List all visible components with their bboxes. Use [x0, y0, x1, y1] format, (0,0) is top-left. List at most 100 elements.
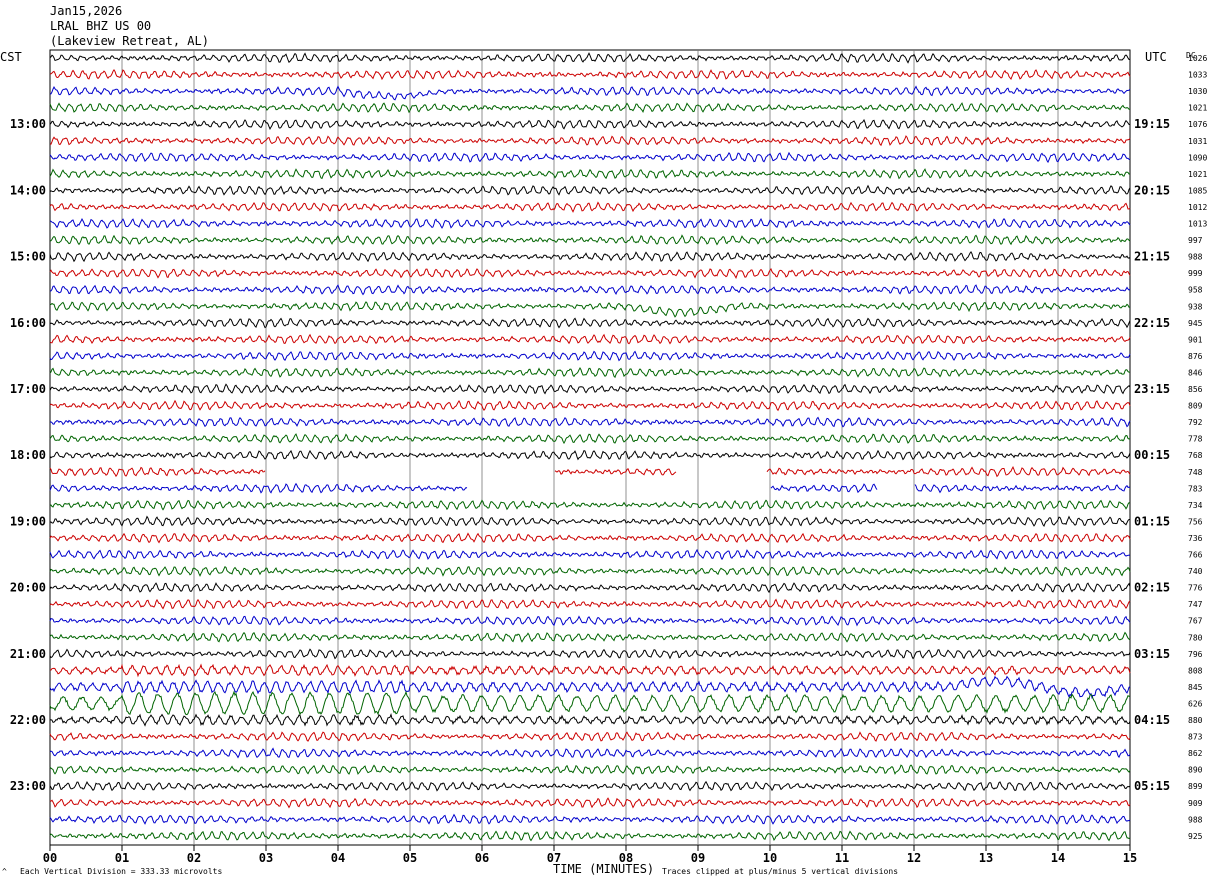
- trace-line: [49, 548, 1131, 561]
- dc-offset-label: 1013: [1188, 220, 1207, 229]
- utc-hour-label: 02:15: [1134, 581, 1170, 595]
- dc-offset-label: 988: [1188, 815, 1203, 824]
- dc-offset-label: 776: [1188, 584, 1203, 593]
- utc-hour-label: 00:15: [1134, 448, 1170, 462]
- trace-line: [49, 301, 1131, 318]
- dc-offset-label: 1021: [1188, 104, 1207, 113]
- dc-offset-label: 767: [1188, 617, 1203, 626]
- dc-offset-label: 808: [1188, 666, 1203, 675]
- cst-hour-label: 19:00: [10, 514, 46, 528]
- cst-hour-label: 14:00: [10, 183, 46, 197]
- trace-line: [49, 333, 1131, 345]
- dc-offset-label: 748: [1188, 468, 1203, 477]
- dc-offset-label: 1030: [1188, 87, 1207, 96]
- trace-line: [49, 250, 1131, 263]
- dc-offset-label: 988: [1188, 253, 1203, 262]
- cst-hour-label: 18:00: [10, 448, 46, 462]
- trace-line: [49, 712, 1131, 727]
- trace-line: [49, 217, 1131, 229]
- dc-offset-label: 740: [1188, 567, 1203, 576]
- utc-hour-label: 01:15: [1134, 514, 1170, 528]
- trace-line: [49, 582, 1131, 594]
- trace-line: [49, 532, 1131, 544]
- dc-offset-label: 958: [1188, 286, 1203, 295]
- dc-offset-label: 780: [1188, 633, 1203, 642]
- dc-offset-label: 1033: [1188, 71, 1207, 80]
- trace-line: [49, 118, 1131, 131]
- dc-offset-label: 845: [1188, 683, 1203, 692]
- x-tick-label: 06: [475, 851, 489, 865]
- dc-offset-label: 925: [1188, 832, 1203, 841]
- trace-line: [49, 184, 1131, 196]
- dc-offset-label: 876: [1188, 352, 1203, 361]
- x-tick-label: 02: [187, 851, 201, 865]
- trace-line: [49, 515, 1130, 527]
- corner-mark: ^: [2, 867, 7, 876]
- x-tick-label: 14: [1051, 851, 1065, 865]
- dc-offset-label: 899: [1188, 782, 1203, 791]
- dc-offset-label: 1026: [1188, 54, 1207, 63]
- dc-offset-label: 778: [1188, 435, 1203, 444]
- dc-offset-label: 1076: [1188, 120, 1207, 129]
- cst-hour-label: 17:00: [10, 382, 46, 396]
- x-tick-label: 07: [547, 851, 561, 865]
- trace-line: [49, 482, 1131, 494]
- dc-offset-label: 1012: [1188, 203, 1207, 212]
- trace-line: [49, 690, 1131, 716]
- dc-offset-label: 856: [1188, 385, 1203, 394]
- dc-offset-label: 1021: [1188, 170, 1207, 179]
- trace-line: [49, 797, 1131, 809]
- trace-line: [49, 366, 1131, 379]
- trace-line: [49, 648, 1131, 660]
- dc-offset-label: 880: [1188, 716, 1203, 725]
- cst-hour-label: 22:00: [10, 713, 46, 727]
- trace-line: [49, 135, 1131, 147]
- dc-offset-label: 626: [1188, 699, 1203, 708]
- x-tick-label: 15: [1123, 851, 1137, 865]
- trace-line: [49, 234, 1131, 246]
- dc-offset-label: 796: [1188, 650, 1203, 659]
- date-label: Jan15,2026: [50, 4, 123, 18]
- dc-offset-label: 792: [1188, 418, 1203, 427]
- trace-line: [49, 52, 1131, 64]
- trace-line: [49, 830, 1131, 842]
- x-tick-label: 12: [907, 851, 921, 865]
- trace-line: [49, 416, 1131, 428]
- trace-line: [49, 201, 1131, 213]
- dc-offset-label: 862: [1188, 749, 1203, 758]
- trace-line: [49, 383, 1131, 395]
- dc-offset-label: 766: [1188, 551, 1203, 560]
- x-tick-label: 09: [691, 851, 705, 865]
- x-tick-label: 08: [619, 851, 633, 865]
- dc-offset-label: 873: [1188, 733, 1203, 742]
- x-tick-label: 13: [979, 851, 993, 865]
- dc-offset-label: 736: [1188, 534, 1203, 543]
- trace-line: [49, 267, 1131, 280]
- trace-line: [49, 151, 1131, 164]
- trace-line: [49, 465, 1131, 478]
- dc-offset-header: DC: [1186, 51, 1196, 60]
- utc-hour-label: 21:15: [1134, 250, 1170, 264]
- trace-line: [49, 399, 1131, 412]
- trace-line: [49, 317, 1131, 329]
- dc-offset-label: 999: [1188, 269, 1203, 278]
- trace-line: [49, 780, 1131, 792]
- dc-offset-label: 1085: [1188, 186, 1207, 195]
- utc-hour-label: 03:15: [1134, 647, 1170, 661]
- right-timezone-label: UTC: [1145, 50, 1167, 64]
- utc-hour-label: 22:15: [1134, 316, 1170, 330]
- dc-offset-label: 997: [1188, 236, 1203, 245]
- dc-offset-label: 768: [1188, 451, 1203, 460]
- cst-hour-label: 21:00: [10, 647, 46, 661]
- dc-offset-label: 945: [1188, 319, 1203, 328]
- x-tick-label: 04: [331, 851, 345, 865]
- utc-hour-label: 19:15: [1134, 117, 1170, 131]
- cst-hour-label: 23:00: [10, 779, 46, 793]
- x-tick-label: 03: [259, 851, 273, 865]
- dc-offset-label: 747: [1188, 600, 1203, 609]
- x-tick-label: 01: [115, 851, 129, 865]
- trace-line: [49, 168, 1130, 180]
- x-axis-title: TIME (MINUTES): [553, 862, 655, 876]
- utc-hour-label: 20:15: [1134, 183, 1170, 197]
